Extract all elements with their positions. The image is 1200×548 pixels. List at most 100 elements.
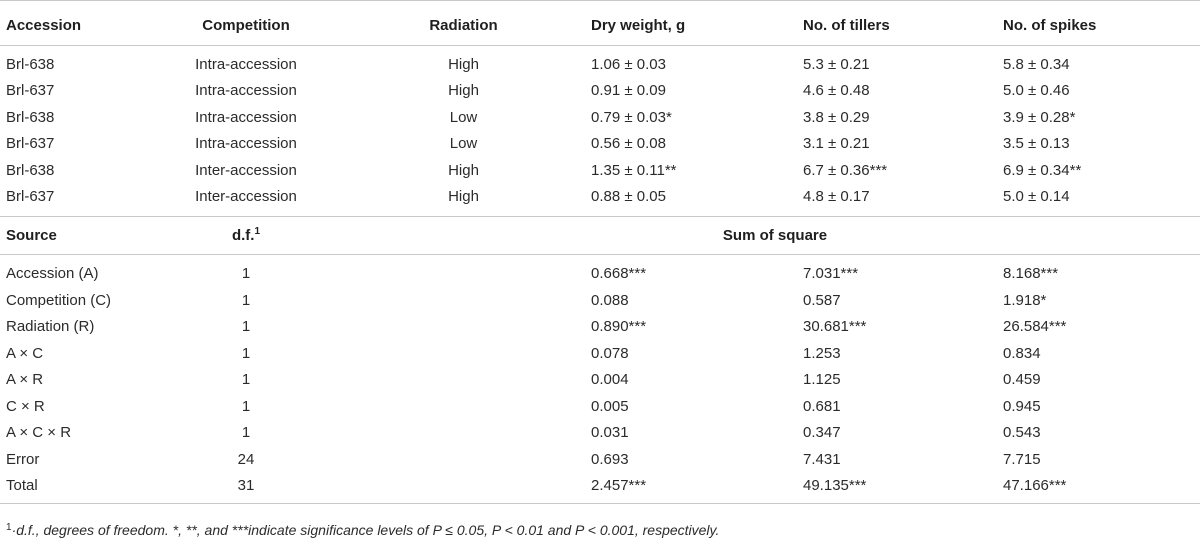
header-tillers: No. of tillers [797, 7, 997, 46]
cell-ss-tillers: 1.253 [803, 344, 841, 362]
cell-df: 1 [241, 265, 251, 283]
cell-source: Total [6, 477, 38, 495]
anova-row: Error 24 0.693 7.431 7.715 [0, 446, 1200, 473]
cell-tillers: 3.1 ± 0.21 [803, 135, 870, 153]
header-sum-of-square: Sum of square [585, 216, 1200, 255]
cell-source: Radiation (R) [6, 318, 95, 336]
cell-ss-tillers: 1.125 [803, 371, 841, 389]
cell-dry-weight: 0.79 ± 0.03* [591, 108, 672, 126]
table-header-row: Accession Competition Radiation Dry weig… [0, 7, 1200, 46]
cell-competition: Inter-accession [195, 161, 297, 179]
cell-source: Error [6, 450, 40, 468]
cell-tillers: 6.7 ± 0.36*** [803, 161, 888, 179]
bottom-rule [0, 499, 1200, 504]
anova-row: Total 31 2.457*** 49.135*** 47.166*** [0, 473, 1200, 500]
cell-ss-dry-weight: 0.004 [591, 371, 629, 389]
cell-tillers: 4.6 ± 0.48 [803, 82, 870, 100]
cell-source: C × R [6, 397, 45, 415]
cell-ss-tillers: 49.135*** [803, 477, 867, 495]
cell-source: A × R [6, 371, 44, 389]
cell-ss-spikes: 47.166*** [1003, 477, 1067, 495]
cell-radiation: High [448, 161, 479, 179]
footnote-mark: 1 [6, 522, 12, 533]
cell-source: A × C [6, 344, 44, 362]
cell-dry-weight: 1.35 ± 0.11** [591, 161, 677, 179]
results-table: Accession Competition Radiation Dry weig… [0, 0, 1200, 504]
cell-ss-spikes: 0.834 [1003, 344, 1041, 362]
table-row: Brl-638 Intra-accession High 1.06 ± 0.03… [0, 51, 1200, 78]
cell-radiation: Low [449, 135, 478, 153]
cell-ss-spikes: 0.459 [1003, 371, 1041, 389]
cell-ss-tillers: 7.031*** [803, 265, 859, 283]
cell-radiation: High [448, 188, 479, 206]
cell-radiation: High [448, 82, 479, 100]
header-accession: Accession [0, 7, 150, 46]
cell-accession: Brl-637 [6, 188, 55, 206]
cell-ss-spikes: 1.918* [1003, 291, 1047, 309]
cell-spikes: 6.9 ± 0.34** [1003, 161, 1082, 179]
anova-row: Competition (C) 1 0.088 0.587 1.918* [0, 287, 1200, 314]
cell-dry-weight: 1.06 ± 0.03 [591, 55, 666, 73]
header-competition: Competition [150, 7, 342, 46]
header-df-label: d.f. [231, 227, 255, 245]
header-radiation: Radiation [342, 7, 585, 46]
cell-competition: Inter-accession [195, 188, 297, 206]
cell-df: 1 [241, 344, 251, 362]
anova-header-row: Source d.f.1 Sum of square [0, 216, 1200, 255]
cell-ss-dry-weight: 0.078 [591, 344, 629, 362]
anova-row: A × R 1 0.004 1.125 0.459 [0, 367, 1200, 394]
cell-df: 1 [241, 397, 251, 415]
header-df: d.f.1 [150, 216, 342, 255]
cell-spikes: 5.0 ± 0.14 [1003, 188, 1070, 206]
cell-ss-spikes: 7.715 [1003, 450, 1041, 468]
table-row: Brl-637 Intra-accession High 0.91 ± 0.09… [0, 78, 1200, 105]
cell-df: 1 [241, 318, 251, 336]
cell-ss-tillers: 0.681 [803, 397, 841, 415]
cell-source: Competition (C) [6, 291, 112, 309]
cell-source: A × C × R [6, 424, 72, 442]
cell-spikes: 5.8 ± 0.34 [1003, 55, 1070, 73]
cell-df: 1 [241, 424, 251, 442]
anova-row: Radiation (R) 1 0.890*** 30.681*** 26.58… [0, 314, 1200, 341]
cell-accession: Brl-637 [6, 82, 55, 100]
cell-ss-dry-weight: 0.031 [591, 424, 629, 442]
table-row: Brl-637 Inter-accession High 0.88 ± 0.05… [0, 184, 1200, 211]
cell-spikes: 3.9 ± 0.28* [1003, 108, 1076, 126]
cell-ss-spikes: 26.584*** [1003, 318, 1067, 336]
cell-ss-tillers: 0.587 [803, 291, 841, 309]
cell-df: 31 [237, 477, 255, 495]
cell-spikes: 5.0 ± 0.46 [1003, 82, 1070, 100]
cell-ss-tillers: 7.431 [803, 450, 841, 468]
cell-accession: Brl-638 [6, 55, 55, 73]
header-spikes: No. of spikes [997, 7, 1200, 46]
cell-ss-dry-weight: 0.088 [591, 291, 629, 309]
cell-df: 1 [241, 371, 251, 389]
cell-source: Accession (A) [6, 265, 99, 283]
header-dry-weight: Dry weight, g [585, 7, 797, 46]
cell-ss-dry-weight: 0.890*** [591, 318, 647, 336]
cell-competition: Intra-accession [195, 82, 297, 100]
cell-ss-dry-weight: 0.668*** [591, 265, 647, 283]
cell-dry-weight: 0.88 ± 0.05 [591, 188, 666, 206]
cell-ss-dry-weight: 2.457*** [591, 477, 647, 495]
footnote-text: ·d.f., degrees of freedom. *, **, and **… [11, 522, 720, 538]
cell-radiation: High [448, 55, 479, 73]
cell-ss-dry-weight: 0.005 [591, 397, 629, 415]
cell-accession: Brl-638 [6, 108, 55, 126]
cell-tillers: 3.8 ± 0.29 [803, 108, 870, 126]
top-rule [0, 0, 1200, 7]
cell-dry-weight: 0.91 ± 0.09 [591, 82, 666, 100]
header-source: Source [0, 216, 150, 255]
table-row: Brl-638 Intra-accession Low 0.79 ± 0.03*… [0, 104, 1200, 131]
table-footnote: 1·d.f., degrees of freedom. *, **, and *… [6, 522, 719, 538]
cell-competition: Intra-accession [195, 55, 297, 73]
cell-ss-tillers: 30.681*** [803, 318, 867, 336]
anova-row: Accession (A) 1 0.668*** 7.031*** 8.168*… [0, 261, 1200, 288]
cell-df: 1 [241, 291, 251, 309]
cell-ss-tillers: 0.347 [803, 424, 841, 442]
section-divider [0, 215, 1200, 217]
anova-row: A × C 1 0.078 1.253 0.834 [0, 340, 1200, 367]
cell-ss-spikes: 0.945 [1003, 397, 1041, 415]
header-df-footnote-mark: 1 [254, 226, 261, 238]
